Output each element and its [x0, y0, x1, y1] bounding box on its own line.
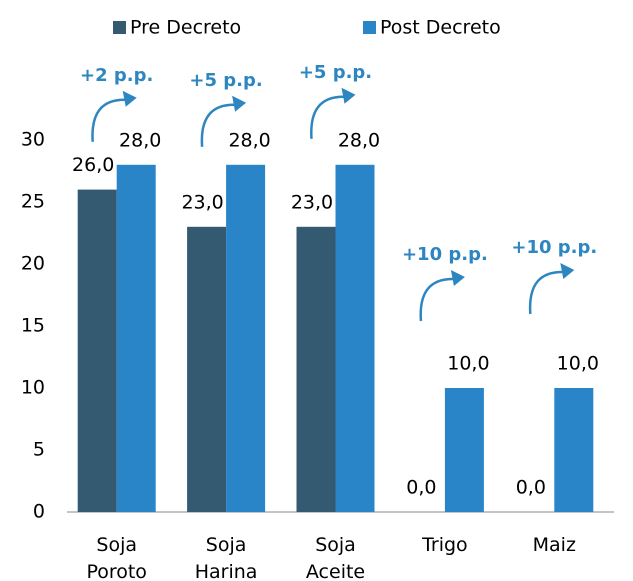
x-tick-label: Soja Poroto [86, 534, 147, 581]
value-label: 0,0 [406, 477, 436, 499]
legend-swatch [363, 21, 376, 34]
value-label: 28,0 [119, 129, 161, 151]
value-label: 0,0 [516, 477, 546, 499]
bar [554, 388, 594, 512]
annotation-arrowhead [450, 270, 465, 286]
annotation-arrow [419, 277, 453, 322]
value-label: 26,0 [72, 154, 114, 176]
x-tick-label: Soja Harina [195, 534, 258, 581]
annotation-arrowhead [341, 87, 356, 104]
annotation-arrow [310, 95, 344, 139]
bar [444, 388, 484, 512]
annotation: +5 p.p. [299, 62, 372, 83]
annotation-arrow [200, 103, 235, 147]
annotation: +2 p.p. [80, 65, 153, 86]
x-tick-label: Trigo [421, 534, 468, 556]
legend-swatch [113, 21, 126, 34]
y-tick-label: 10 [21, 377, 45, 399]
y-tick-label: 15 [21, 315, 45, 337]
bar [335, 164, 375, 513]
annotation-arrowhead [560, 263, 575, 279]
value-label: 28,0 [338, 129, 380, 151]
annotation: +10 p.p. [402, 244, 488, 265]
legend-label: Pre Decreto [130, 17, 241, 39]
y-tick-label: 0 [33, 501, 45, 523]
value-label: 23,0 [291, 191, 333, 213]
annotation: +10 p.p. [511, 237, 597, 258]
value-label: 28,0 [228, 129, 270, 151]
value-label: 10,0 [557, 353, 599, 375]
bar [187, 226, 227, 513]
annotation: +5 p.p. [189, 70, 262, 91]
y-tick-label: 20 [21, 253, 45, 275]
value-label: 10,0 [447, 353, 489, 375]
annotation-arrowhead [122, 90, 137, 107]
bar [226, 164, 266, 513]
y-tick-label: 30 [21, 129, 45, 151]
x-tick-label: Soja Aceite [306, 534, 365, 581]
annotation-arrow [91, 98, 125, 142]
y-tick-label: 5 [33, 439, 45, 461]
bar [77, 189, 117, 512]
x-tick-label: Maiz [533, 534, 576, 556]
annotation-arrowhead [232, 95, 247, 112]
y-tick-label: 25 [21, 191, 45, 213]
legend-label: Post Decreto [380, 17, 501, 39]
annotation-arrow [528, 270, 563, 315]
value-label: 23,0 [181, 191, 223, 213]
bar [296, 226, 336, 513]
bar [116, 164, 156, 513]
